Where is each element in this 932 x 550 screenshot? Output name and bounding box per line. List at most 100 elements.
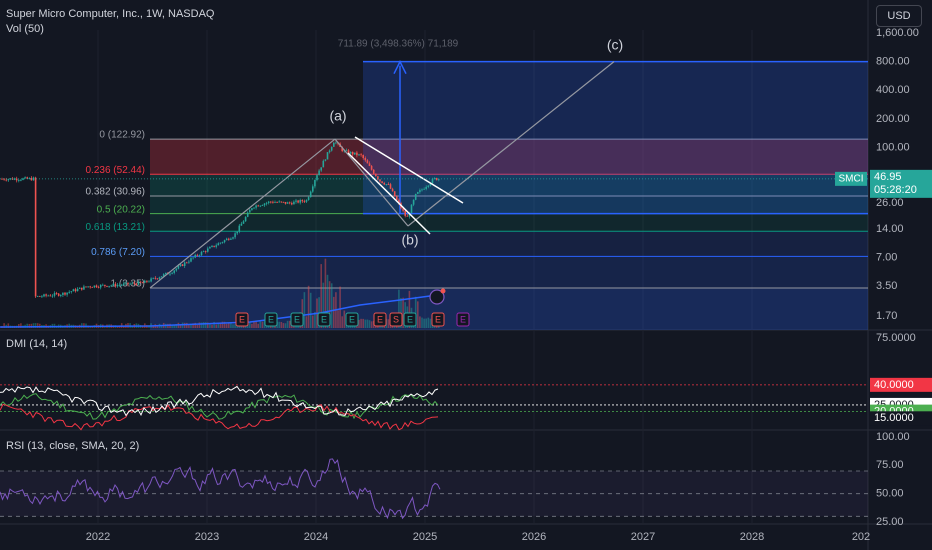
- candle-body: [396, 196, 398, 200]
- candle-body: [148, 281, 150, 283]
- earnings-marker: E: [235, 312, 249, 327]
- candle-body: [9, 178, 12, 180]
- candle-body: [320, 167, 322, 171]
- candle-body: [175, 268, 178, 271]
- candle-body: [232, 237, 234, 239]
- candle-body: [387, 184, 390, 185]
- currency-button[interactable]: USD: [876, 5, 922, 27]
- candle-body: [47, 295, 49, 297]
- candle-body: [15, 178, 18, 181]
- rsi-line: [0, 458, 441, 520]
- fib-zone: [150, 287, 868, 330]
- earnings-marker: E: [431, 312, 445, 327]
- candle-body: [215, 245, 217, 247]
- split-event-icon: [429, 289, 445, 305]
- candle-body: [81, 287, 83, 290]
- volume-bar: [200, 322, 203, 328]
- volume-bar: [28, 323, 31, 328]
- candle-body: [60, 294, 62, 296]
- candle-body: [263, 203, 266, 206]
- candle-body: [194, 254, 196, 258]
- candle-body: [165, 272, 167, 275]
- candle-body: [3, 178, 5, 180]
- candle-body: [202, 251, 205, 253]
- candle-body: [225, 238, 228, 241]
- candle-body: [404, 210, 406, 216]
- volume-bar: [257, 323, 259, 328]
- candle-body: [99, 284, 102, 288]
- earnings-marker-label: S: [393, 314, 399, 324]
- candle-body: [316, 175, 318, 180]
- rsi-tick-label: 25.00: [876, 516, 904, 528]
- candle-body: [211, 245, 213, 248]
- volume-bar: [183, 322, 186, 328]
- candle-body: [68, 291, 70, 293]
- volume-bar: [221, 321, 224, 328]
- candle-body: [246, 212, 249, 217]
- volume-bar: [230, 323, 232, 328]
- volume-bar: [179, 325, 182, 328]
- time-tick-label: 2028: [740, 531, 764, 543]
- measure-box: [363, 61, 868, 214]
- volume-bar: [251, 323, 253, 328]
- volume-bar: [156, 325, 159, 328]
- time-tick-label: 2027: [631, 531, 655, 543]
- candle-body: [402, 208, 404, 211]
- candle-body: [13, 178, 16, 180]
- candle-body: [213, 245, 215, 247]
- volume-bar: [32, 323, 35, 328]
- rsi-tick-label: 100.00: [876, 431, 910, 443]
- volume-bar: [225, 323, 228, 328]
- candle-body: [26, 177, 28, 179]
- candle-body: [146, 280, 148, 282]
- candle-body: [427, 185, 430, 187]
- fib-level-label: 0.382 (30.96): [86, 187, 146, 198]
- symbol-tag-box: [835, 171, 867, 186]
- price-tick-label: 1,600.00: [876, 27, 919, 39]
- volume-bar: [387, 319, 390, 328]
- measure-arrow-head: [393, 59, 407, 74]
- volume-bar: [160, 325, 163, 328]
- adx-line: [0, 385, 439, 417]
- candle-body: [152, 277, 154, 279]
- time-tick-label: 2025: [413, 531, 437, 543]
- candle-body: [169, 273, 171, 275]
- volume-bar: [312, 315, 314, 328]
- candle-body: [261, 205, 264, 207]
- volume-bar: [7, 323, 10, 328]
- candle-body: [28, 177, 31, 179]
- candle-body: [1, 178, 3, 180]
- candle-body: [280, 201, 283, 203]
- volume-bar: [215, 324, 217, 328]
- candle-body: [70, 291, 73, 293]
- candle-body: [110, 285, 112, 287]
- candle-body: [288, 202, 291, 204]
- volume-label: Vol (50): [6, 23, 44, 35]
- fib-level-label: 0.5 (20.22): [97, 204, 145, 215]
- candle-body: [291, 203, 293, 205]
- candle-body: [45, 294, 47, 296]
- fib-zone: [150, 231, 868, 257]
- candle-body: [368, 163, 371, 166]
- candle-body: [89, 286, 91, 288]
- volume-bar: [259, 321, 262, 328]
- volume-bar: [364, 319, 367, 328]
- candle-body: [372, 169, 375, 174]
- candle-body: [64, 292, 66, 295]
- earnings-marker-box: [264, 312, 278, 327]
- candle-body: [133, 282, 136, 284]
- volume-bar: [362, 318, 364, 328]
- volume-bar: [423, 318, 425, 328]
- volume-bar: [324, 258, 327, 328]
- candle-body: [116, 284, 119, 287]
- candle-body: [425, 186, 427, 189]
- candle-body: [173, 270, 175, 273]
- candle-body: [190, 258, 192, 262]
- candle-body: [314, 179, 316, 187]
- dmi-level-box: [870, 377, 932, 392]
- volume-bar: [343, 310, 346, 328]
- candle-body: [272, 201, 274, 203]
- candle-body: [270, 201, 272, 203]
